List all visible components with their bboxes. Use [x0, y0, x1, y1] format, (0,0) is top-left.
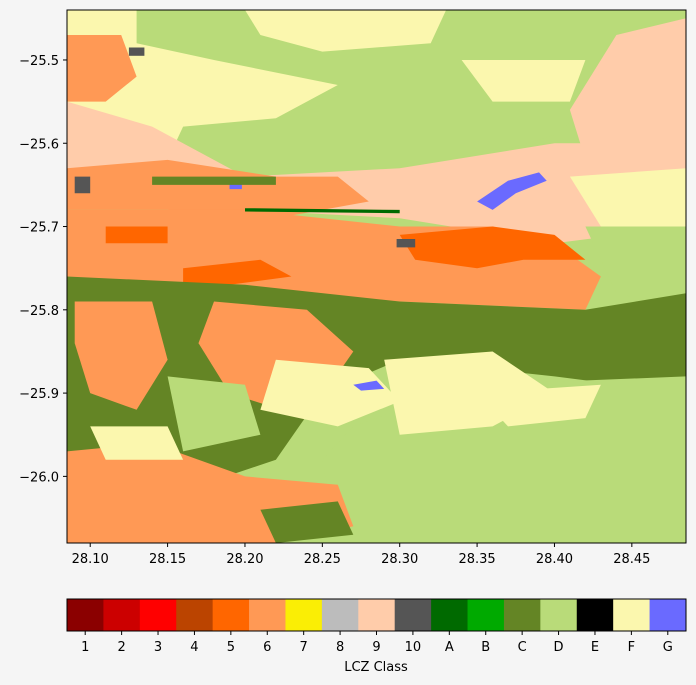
- colorbar-swatch: [613, 599, 651, 631]
- lcz-region-10: [396, 239, 416, 248]
- lcz-region-d: [167, 376, 261, 452]
- colorbar-swatch: [285, 599, 323, 631]
- colorbar-tick-label: 4: [190, 640, 198, 655]
- lcz-regions: [67, 10, 686, 543]
- lcz-region-d: [585, 226, 686, 310]
- colorbar-swatch: [358, 599, 396, 631]
- colorbar-tick-label: 9: [372, 640, 380, 655]
- x-tick-label: 28.15: [149, 552, 186, 567]
- colorbar-swatch: [139, 599, 177, 631]
- y-tick-label: −26.0: [19, 470, 59, 485]
- lcz-region-f: [245, 10, 447, 52]
- lcz-region-5: [105, 226, 168, 244]
- y-tick-label: −25.8: [19, 304, 59, 319]
- colorbar-label: LCZ Class: [344, 660, 408, 675]
- colorbar-swatch: [503, 599, 541, 631]
- x-tick-label: 28.10: [72, 552, 109, 567]
- lcz-region-10: [128, 47, 145, 56]
- y-tick-label: −25.7: [19, 221, 59, 236]
- x-axis: 28.10 28.15 28.20 28.25 28.30 28.35 28.40 28.45: [72, 543, 650, 567]
- colorbar-tick-label: 8: [336, 640, 344, 655]
- colorbar-tick-label: E: [591, 640, 599, 655]
- x-tick-label: 28.30: [381, 552, 418, 567]
- colorbar-tick-label: 3: [154, 640, 162, 655]
- lcz-region-f: [569, 168, 686, 244]
- colorbar-tick-label: 1: [81, 640, 89, 655]
- colorbar-swatch: [467, 599, 505, 631]
- colorbar-tick-label: A: [445, 640, 454, 655]
- y-tick-label: −25.6: [19, 137, 59, 152]
- plot-frame: [66, 9, 687, 544]
- x-tick-label: 28.25: [304, 552, 341, 567]
- colorbar-swatch: [321, 599, 359, 631]
- colorbar-swatch: [540, 599, 578, 631]
- y-axis: −25.5 −25.6 −25.7 −25.8 −25.9 −26.0: [19, 54, 67, 485]
- colorbar-tick-label: B: [481, 640, 490, 655]
- lcz-region-f: [90, 426, 184, 460]
- y-tick-label: −25.5: [19, 54, 59, 69]
- map-plot-area: [66, 9, 687, 544]
- lcz-region-9: [67, 101, 686, 244]
- lcz-region-6: [74, 301, 168, 410]
- lcz-region-9: [569, 18, 686, 160]
- lcz-region-c: [260, 501, 354, 543]
- colorbar-swatch: [176, 599, 214, 631]
- colorbar-tick-label: G: [663, 640, 673, 655]
- lcz-region-g: [477, 172, 547, 210]
- colorbar: 1 2 3 4 5 6 7 8 9 10 A B C D E F G: [66, 598, 687, 655]
- colorbar-tick-label: C: [518, 640, 527, 655]
- colorbar-swatch: [67, 599, 104, 631]
- lcz-region-f: [461, 60, 586, 102]
- colorbar-tick-label: 2: [117, 640, 125, 655]
- colorbar-tick-label: 7: [300, 640, 308, 655]
- colorbar-swatch: [103, 599, 141, 631]
- colorbar-tick-label: F: [628, 640, 635, 655]
- lcz-region-f: [260, 359, 400, 427]
- y-tick-label: −25.9: [19, 387, 59, 402]
- lcz-region-10: [74, 176, 91, 194]
- colorbar-swatch: [576, 599, 614, 631]
- colorbar-swatch: [249, 599, 286, 631]
- x-tick-label: 28.40: [536, 552, 573, 567]
- colorbar-tick-label: 6: [263, 640, 271, 655]
- colorbar-frame: [66, 598, 687, 632]
- lcz-region-6: [67, 35, 137, 102]
- lcz-region-a: [245, 208, 400, 214]
- lcz-region-6: [67, 159, 369, 219]
- colorbar-swatch: [212, 599, 250, 631]
- x-tick-label: 28.45: [613, 552, 650, 567]
- lcz-region-5: [183, 259, 292, 285]
- lcz-region-f: [477, 384, 601, 427]
- lcz-region-c: [152, 176, 276, 185]
- colorbar-swatch: [431, 599, 469, 631]
- colorbar-tick-label: 10: [405, 640, 422, 655]
- colorbar-swatch: [394, 599, 432, 631]
- colorbar-tick-label: D: [554, 640, 564, 655]
- colorbar-tick-label: 5: [227, 640, 235, 655]
- x-tick-label: 28.35: [458, 552, 495, 567]
- lcz-region-g: [353, 380, 385, 391]
- colorbar-swatch: [649, 599, 687, 631]
- x-tick-label: 28.20: [226, 552, 263, 567]
- lcz-region-5: [399, 226, 586, 269]
- lcz-region-d: [136, 10, 686, 177]
